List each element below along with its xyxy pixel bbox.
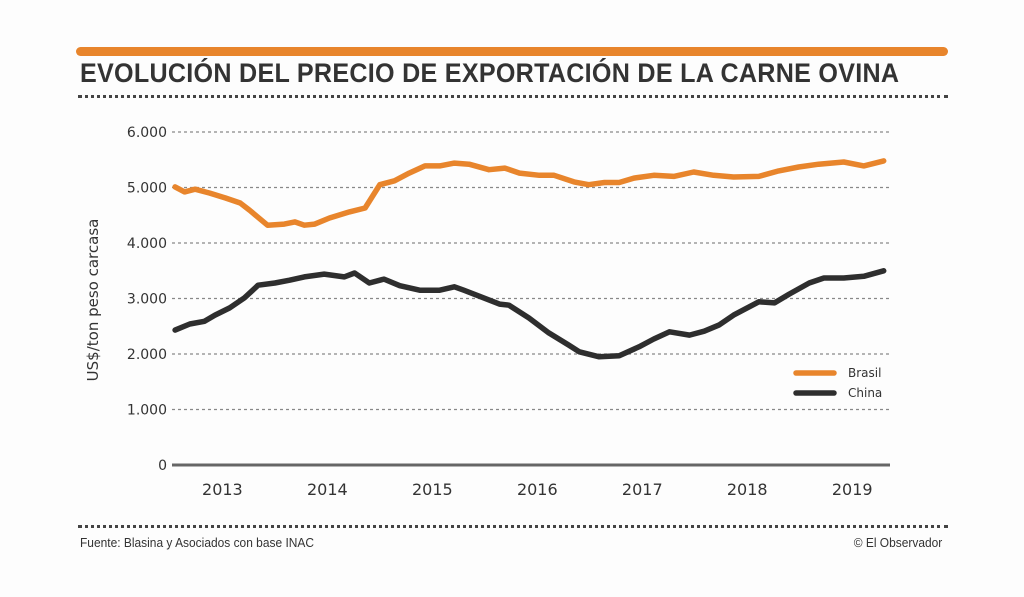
- accent-bar: [76, 47, 948, 56]
- series-line-brasil: [172, 158, 887, 228]
- source-note: Fuente: Blasina y Asociados con base INA…: [80, 535, 315, 550]
- x-tick-label: 2018: [727, 480, 768, 499]
- y-tick-label: 3.000: [127, 292, 167, 308]
- x-tick-label: 2014: [307, 480, 348, 499]
- y-axis-label: US$/ton peso carcasa: [84, 219, 102, 382]
- y-tick-label: 4.000: [127, 236, 167, 252]
- chart-title: EVOLUCIÓN DEL PRECIO DE EXPORTACIÓN DE L…: [80, 58, 900, 88]
- x-axis-ticks: 2013 2014 2015 2016 2017 2018 2019: [202, 480, 873, 499]
- x-tick-label: 2019: [832, 480, 873, 499]
- y-tick-label: 5.000: [127, 181, 167, 197]
- series-lines: [172, 158, 887, 360]
- y-tick-label: 1.000: [127, 403, 167, 419]
- legend: Brasil China: [793, 366, 882, 400]
- legend-label: Brasil: [848, 366, 881, 380]
- x-tick-label: 2017: [622, 480, 663, 499]
- copyright-note: © El Observador: [853, 535, 942, 550]
- series-line-china: [172, 268, 887, 360]
- legend-label: China: [848, 386, 882, 400]
- y-tick-label: 0: [158, 458, 167, 474]
- footer-divider: [78, 525, 948, 528]
- x-tick-label: 2013: [202, 480, 243, 499]
- y-tick-label: 2.000: [127, 347, 167, 363]
- x-tick-label: 2016: [517, 480, 558, 499]
- y-tick-label: 6.000: [127, 125, 167, 141]
- y-axis-ticks: 0 1.000 2.000 3.000 4.000 5.000 6.000: [127, 125, 167, 474]
- title-divider: [78, 95, 948, 98]
- x-tick-label: 2015: [412, 480, 453, 499]
